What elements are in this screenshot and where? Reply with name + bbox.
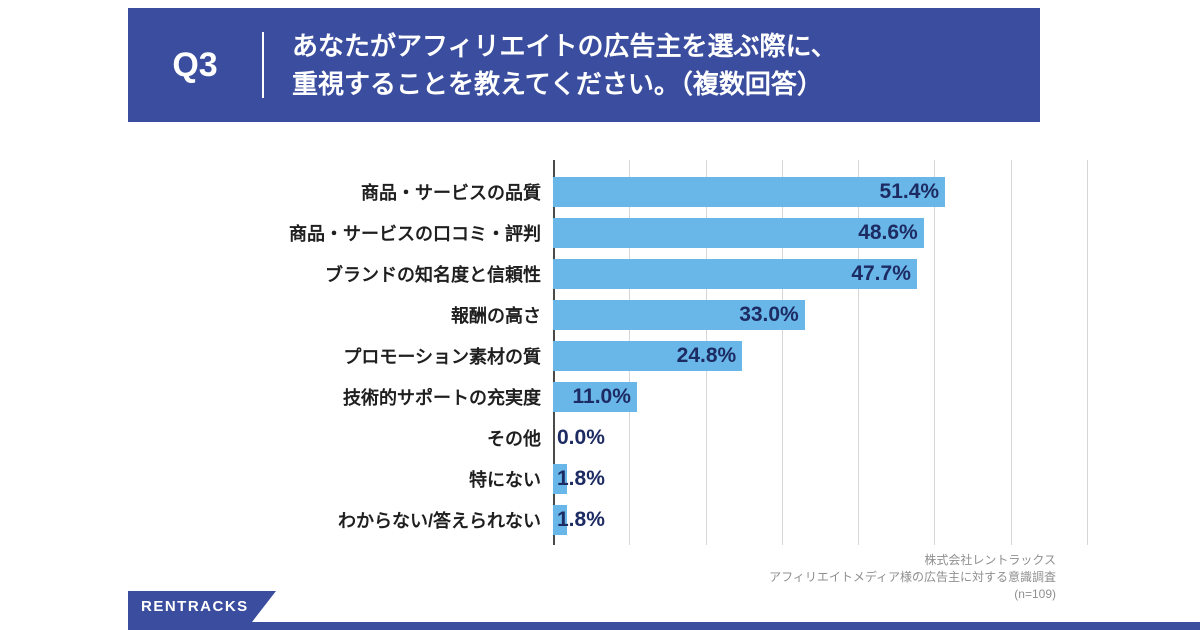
source-note: 株式会社レントラックス アフィリエイトメディア様の広告主に対する意識調査 (n=… — [769, 552, 1056, 603]
chart-row: プロモーション素材の質 24.8% — [128, 335, 1087, 376]
bar-area: 11.0% — [553, 381, 1087, 412]
value-label: 0.0% — [557, 425, 605, 449]
category-label: ブランドの知名度と信頼性 — [325, 264, 541, 285]
header-divider — [262, 32, 264, 98]
chart-row: 商品・サービスの品質 51.4% — [128, 171, 1087, 212]
value-label: 24.8% — [676, 343, 737, 367]
bar — [553, 176, 946, 207]
category-label: 特にない — [469, 469, 541, 490]
bar-area: 47.7% — [553, 258, 1087, 289]
bar-area: 48.6% — [553, 217, 1087, 248]
bar-chart: 商品・サービスの品質 51.4% 商品・サービスの口コミ・評判 48.6% ブランドの知… — [128, 150, 1088, 550]
category-label: 技術的サポートの充実度 — [343, 387, 541, 408]
value-label: 1.8% — [557, 507, 605, 531]
chart-row: その他 0.0% — [128, 417, 1087, 458]
gridline — [858, 160, 860, 545]
question-line-2: 重視することを教えてください。（複数回答） — [292, 69, 823, 99]
chart-row: 報酬の高さ 33.0% — [128, 294, 1087, 335]
bar — [553, 381, 637, 412]
question-line-1: あなたがアフィリエイトの広告主を選ぶ際に、 — [292, 31, 837, 61]
logo-text: RENTRACKS — [141, 598, 249, 615]
chart-row: 技術的サポートの充実度 11.0% — [128, 376, 1087, 417]
question-text: あなたがアフィリエイトの広告主を選ぶ際に、 重視することを教えてください。（複数… — [264, 27, 837, 103]
bottom-strip — [128, 622, 1200, 630]
bar-area: 1.8% — [553, 504, 1087, 535]
chart-rows: 商品・サービスの品質 51.4% 商品・サービスの口コミ・評判 48.6% ブランドの知… — [128, 171, 1087, 540]
bar-area: 24.8% — [553, 340, 1087, 371]
value-label: 33.0% — [739, 302, 799, 326]
bar — [553, 299, 805, 330]
chart-row: わからない/答えられない 1.8% — [128, 499, 1087, 540]
gridline — [934, 160, 936, 545]
bar-area: 33.0% — [553, 299, 1087, 330]
value-label: 48.6% — [858, 220, 918, 244]
value-label: 47.7% — [851, 261, 911, 285]
bar — [553, 258, 917, 289]
value-label: 1.8% — [557, 466, 605, 490]
gridline — [781, 160, 783, 545]
question-number: Q3 — [172, 45, 218, 84]
source-line-3: (n=109) — [1014, 587, 1056, 601]
bar-area: 0.0% — [553, 423, 1087, 453]
source-line-2: アフィリエイトメディア様の広告主に対する意識調査 — [769, 570, 1056, 584]
rentracks-logo: RENTRACKS — [128, 591, 276, 622]
category-label: 商品・サービスの口コミ・評判 — [289, 223, 541, 244]
value-label: 51.4% — [879, 179, 940, 203]
bar — [553, 217, 924, 248]
category-label: プロモーション素材の質 — [343, 346, 541, 367]
category-label: 報酬の高さ — [451, 305, 541, 326]
source-line-1: 株式会社レントラックス — [924, 553, 1056, 567]
bar — [553, 340, 743, 371]
question-header: Q3 あなたがアフィリエイトの広告主を選ぶ際に、 重視することを教えてください。… — [128, 8, 1040, 122]
chart-row: ブランドの知名度と信頼性 47.7% — [128, 253, 1087, 294]
chart-row: 特にない 1.8% — [128, 458, 1087, 499]
gridline — [1087, 160, 1088, 545]
bar-area: 1.8% — [553, 463, 1087, 494]
bar-area: 51.4% — [553, 176, 1087, 207]
gridline — [1010, 160, 1012, 545]
bar — [553, 504, 567, 535]
category-label: 商品・サービスの品質 — [361, 182, 541, 203]
chart-row: 商品・サービスの口コミ・評判 48.6% — [128, 212, 1087, 253]
value-label: 11.0% — [572, 384, 631, 408]
category-label: その他 — [487, 428, 541, 449]
bar — [553, 463, 567, 494]
category-label: わからない/答えられない — [338, 510, 541, 531]
